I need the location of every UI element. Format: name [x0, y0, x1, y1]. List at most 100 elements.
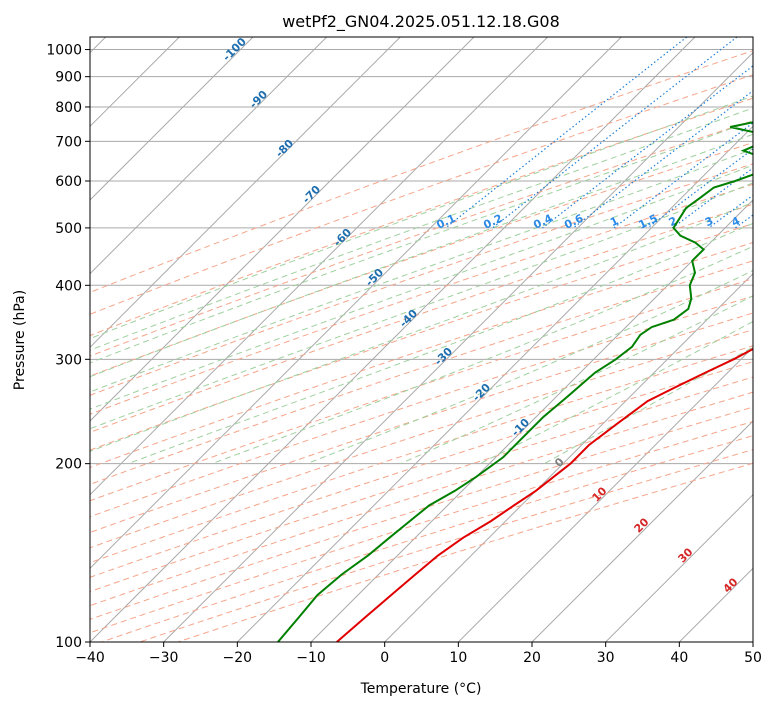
isotherm-line — [90, 37, 622, 570]
dry-adiabat — [90, 223, 753, 451]
isotherm-line — [236, 125, 753, 642]
mixing-ratio-label: 4 — [730, 214, 743, 229]
x-tick-label: 30 — [597, 650, 615, 666]
x-tick-label: −30 — [149, 650, 179, 666]
dry-adiabat — [139, 449, 753, 642]
plot-frame — [89, 36, 754, 643]
mixing-ratio-line — [734, 214, 753, 229]
dry-adiabat — [90, 329, 753, 549]
dry-adiabat — [90, 97, 753, 337]
y-tick-label: 1000 — [46, 43, 82, 59]
moist-adiabat — [400, 295, 753, 465]
isotherm-line — [310, 199, 753, 642]
dry-adiabat — [90, 361, 753, 578]
dry-adiabat-label: -10 — [509, 416, 532, 439]
dry-adiabat — [90, 241, 753, 469]
dry-adiabat — [90, 345, 753, 564]
x-tick-label: −10 — [296, 650, 326, 666]
dry-adiabat-label: -90 — [247, 88, 270, 111]
dry-adiabat — [90, 142, 753, 377]
y-tick-label: 300 — [55, 352, 82, 368]
dry-adiabat — [90, 376, 753, 593]
dry-adiabat-label: -40 — [397, 307, 420, 330]
mixing-ratio-label: 1.5 — [637, 212, 660, 232]
x-tick-label: −40 — [75, 650, 105, 666]
dry-adiabat — [90, 74, 753, 315]
mixing-ratio-line — [492, 37, 738, 229]
mixing-ratio-label: 0.2 — [481, 212, 504, 232]
chart-title: wetPf2_GN04.2025.051.12.18.G08 — [282, 12, 560, 32]
isotherm-line — [90, 37, 401, 349]
dry-adiabat — [90, 295, 753, 518]
isotherm-line — [531, 420, 753, 642]
dry-adiabat — [90, 183, 753, 415]
moist-adiabat — [90, 133, 753, 378]
mixing-ratio-line — [672, 167, 753, 229]
dry-adiabat — [90, 278, 753, 502]
moist-adiabat — [90, 120, 753, 364]
x-tick-label: 40 — [670, 650, 688, 666]
y-tick-label: 100 — [55, 635, 82, 651]
dry-adiabat-label: 30 — [676, 545, 696, 565]
isotherm-line — [457, 346, 753, 642]
y-tick-label: 600 — [55, 174, 82, 190]
moist-adiabat — [127, 222, 753, 465]
sounding-series — [277, 121, 753, 642]
dry-adiabat — [101, 435, 753, 642]
x-tick-label: 50 — [744, 650, 762, 666]
reference-line-labels: 0.10.20.40.611.52346810131620253036-100-… — [220, 37, 743, 596]
mixing-ratio-line — [613, 122, 753, 229]
dry-adiabat-label: 40 — [721, 575, 741, 595]
dry-adiabat-label: -20 — [470, 381, 493, 404]
dry-adiabat-label: 10 — [590, 484, 610, 504]
moist-adiabat — [90, 95, 753, 340]
dry-adiabat — [90, 203, 753, 433]
y-tick-label: 700 — [55, 134, 82, 150]
isotherm-line — [605, 493, 753, 642]
mixing-ratio-label: 1 — [608, 214, 620, 229]
moist-adiabat — [90, 164, 753, 410]
temperature-profile — [336, 347, 753, 642]
axes: −40 −30 −20 −10 0 10 20 30 40 50 1000 900 800 700 600 5… — [46, 43, 762, 666]
mixing-ratio-label: 0.6 — [562, 212, 585, 232]
moist-adiabat — [90, 107, 753, 351]
isotherm-line — [90, 37, 328, 275]
x-tick-label: −20 — [223, 650, 253, 666]
moist-adiabat — [306, 270, 753, 465]
isotherm-line — [90, 37, 254, 201]
mixing-ratio-line — [445, 37, 688, 229]
mixing-ratio-line — [572, 89, 753, 229]
dry-adiabat — [90, 120, 753, 357]
y-tick-label: 900 — [55, 70, 82, 86]
isotherm-line — [752, 641, 753, 642]
y-tick-label: 500 — [55, 221, 82, 237]
mixing-ratio-line — [542, 65, 753, 229]
moist-adiabat — [211, 245, 753, 465]
dry-adiabat-label: -30 — [432, 345, 455, 368]
isotherm-line — [90, 37, 549, 496]
dry-adiabat-label: -70 — [300, 183, 323, 206]
y-axis-label: Pressure (hPa) — [12, 290, 28, 390]
isotherm-line — [90, 37, 475, 422]
x-axis-label: Temperature (°C) — [360, 681, 482, 697]
y-tick-label: 400 — [55, 278, 82, 294]
isotherm-line — [163, 51, 753, 642]
x-tick-label: 20 — [523, 650, 541, 666]
reference-lines — [90, 37, 753, 642]
y-tick-label: 800 — [55, 100, 82, 116]
dry-adiabat — [90, 50, 753, 293]
mixing-ratio-label: 3 — [703, 214, 715, 229]
moist-adiabat — [90, 148, 753, 393]
isotherm-line — [384, 272, 753, 642]
dry-adiabat — [90, 163, 753, 396]
y-tick-label: 200 — [55, 457, 82, 473]
dry-adiabat-label: 20 — [632, 515, 652, 535]
x-tick-label: 0 — [380, 650, 389, 666]
dry-adiabat — [90, 260, 753, 485]
x-tick-label: 10 — [449, 650, 467, 666]
dry-adiabat-label: -80 — [273, 137, 296, 160]
dry-adiabat-label: -60 — [331, 226, 354, 249]
dry-adiabat — [177, 462, 753, 642]
dry-adiabat — [90, 391, 753, 607]
